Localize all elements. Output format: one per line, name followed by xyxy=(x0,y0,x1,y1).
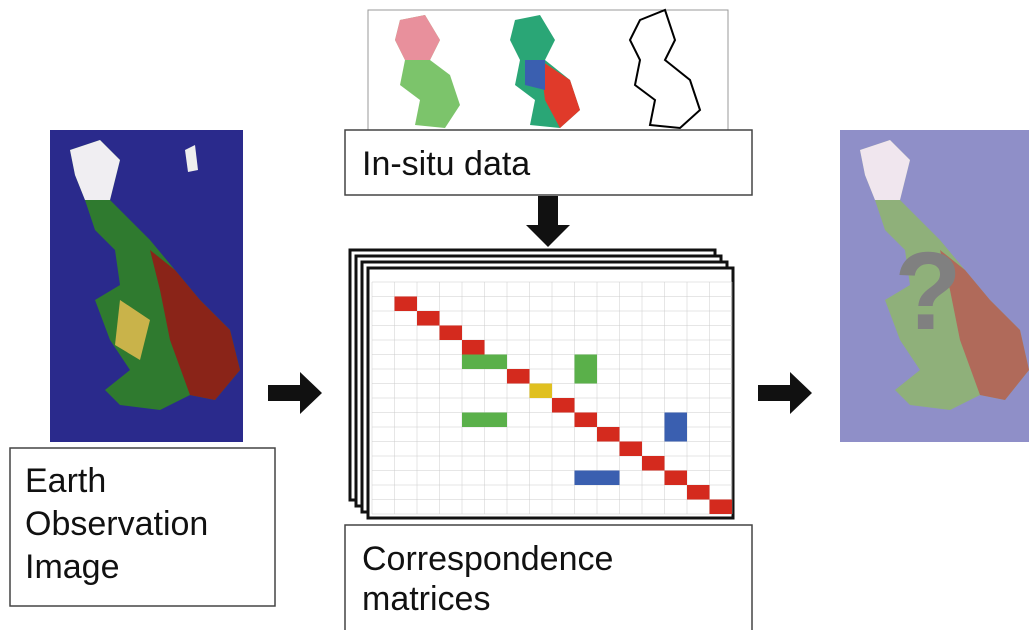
eo-box xyxy=(9,447,276,607)
eo-label: Earth xyxy=(25,462,106,500)
eo-label: Observation xyxy=(25,505,208,543)
matrix-cell xyxy=(417,311,440,326)
matrix-cell xyxy=(619,441,642,456)
matrix-cell xyxy=(687,485,710,500)
insitu-maps xyxy=(395,8,702,130)
arrow-right xyxy=(758,372,812,414)
arrow-right xyxy=(268,372,322,414)
output-map xyxy=(840,130,1029,442)
insitu-box xyxy=(344,129,753,196)
question-mark: ? xyxy=(894,230,961,353)
matrix-stack xyxy=(348,248,735,520)
eo-label: Image xyxy=(25,548,120,586)
correspondence-label: matrices xyxy=(362,580,490,618)
matrix-cell xyxy=(394,296,417,311)
matrix-cell xyxy=(507,369,530,384)
matrix-cell xyxy=(664,470,687,485)
matrix-cell xyxy=(642,456,665,471)
matrix-cell xyxy=(552,398,575,413)
matrix-cell xyxy=(574,412,597,427)
matrix-cell xyxy=(664,412,687,442)
matrix-cell xyxy=(597,427,620,442)
matrix-cell xyxy=(439,325,462,340)
correspondence-box xyxy=(344,524,753,630)
matrix-cell xyxy=(462,412,507,427)
earth-observation-map xyxy=(50,130,243,442)
correspondence-label: Correspondence xyxy=(362,540,613,578)
arrow-down xyxy=(526,196,570,247)
matrix-cell xyxy=(574,470,620,485)
matrix-cell xyxy=(462,340,485,355)
matrix-cell xyxy=(709,499,732,514)
insitu-label: In-situ data xyxy=(362,145,530,183)
matrix-cell xyxy=(462,354,507,369)
matrix-cell xyxy=(574,354,597,384)
matrix-cell xyxy=(529,383,552,398)
